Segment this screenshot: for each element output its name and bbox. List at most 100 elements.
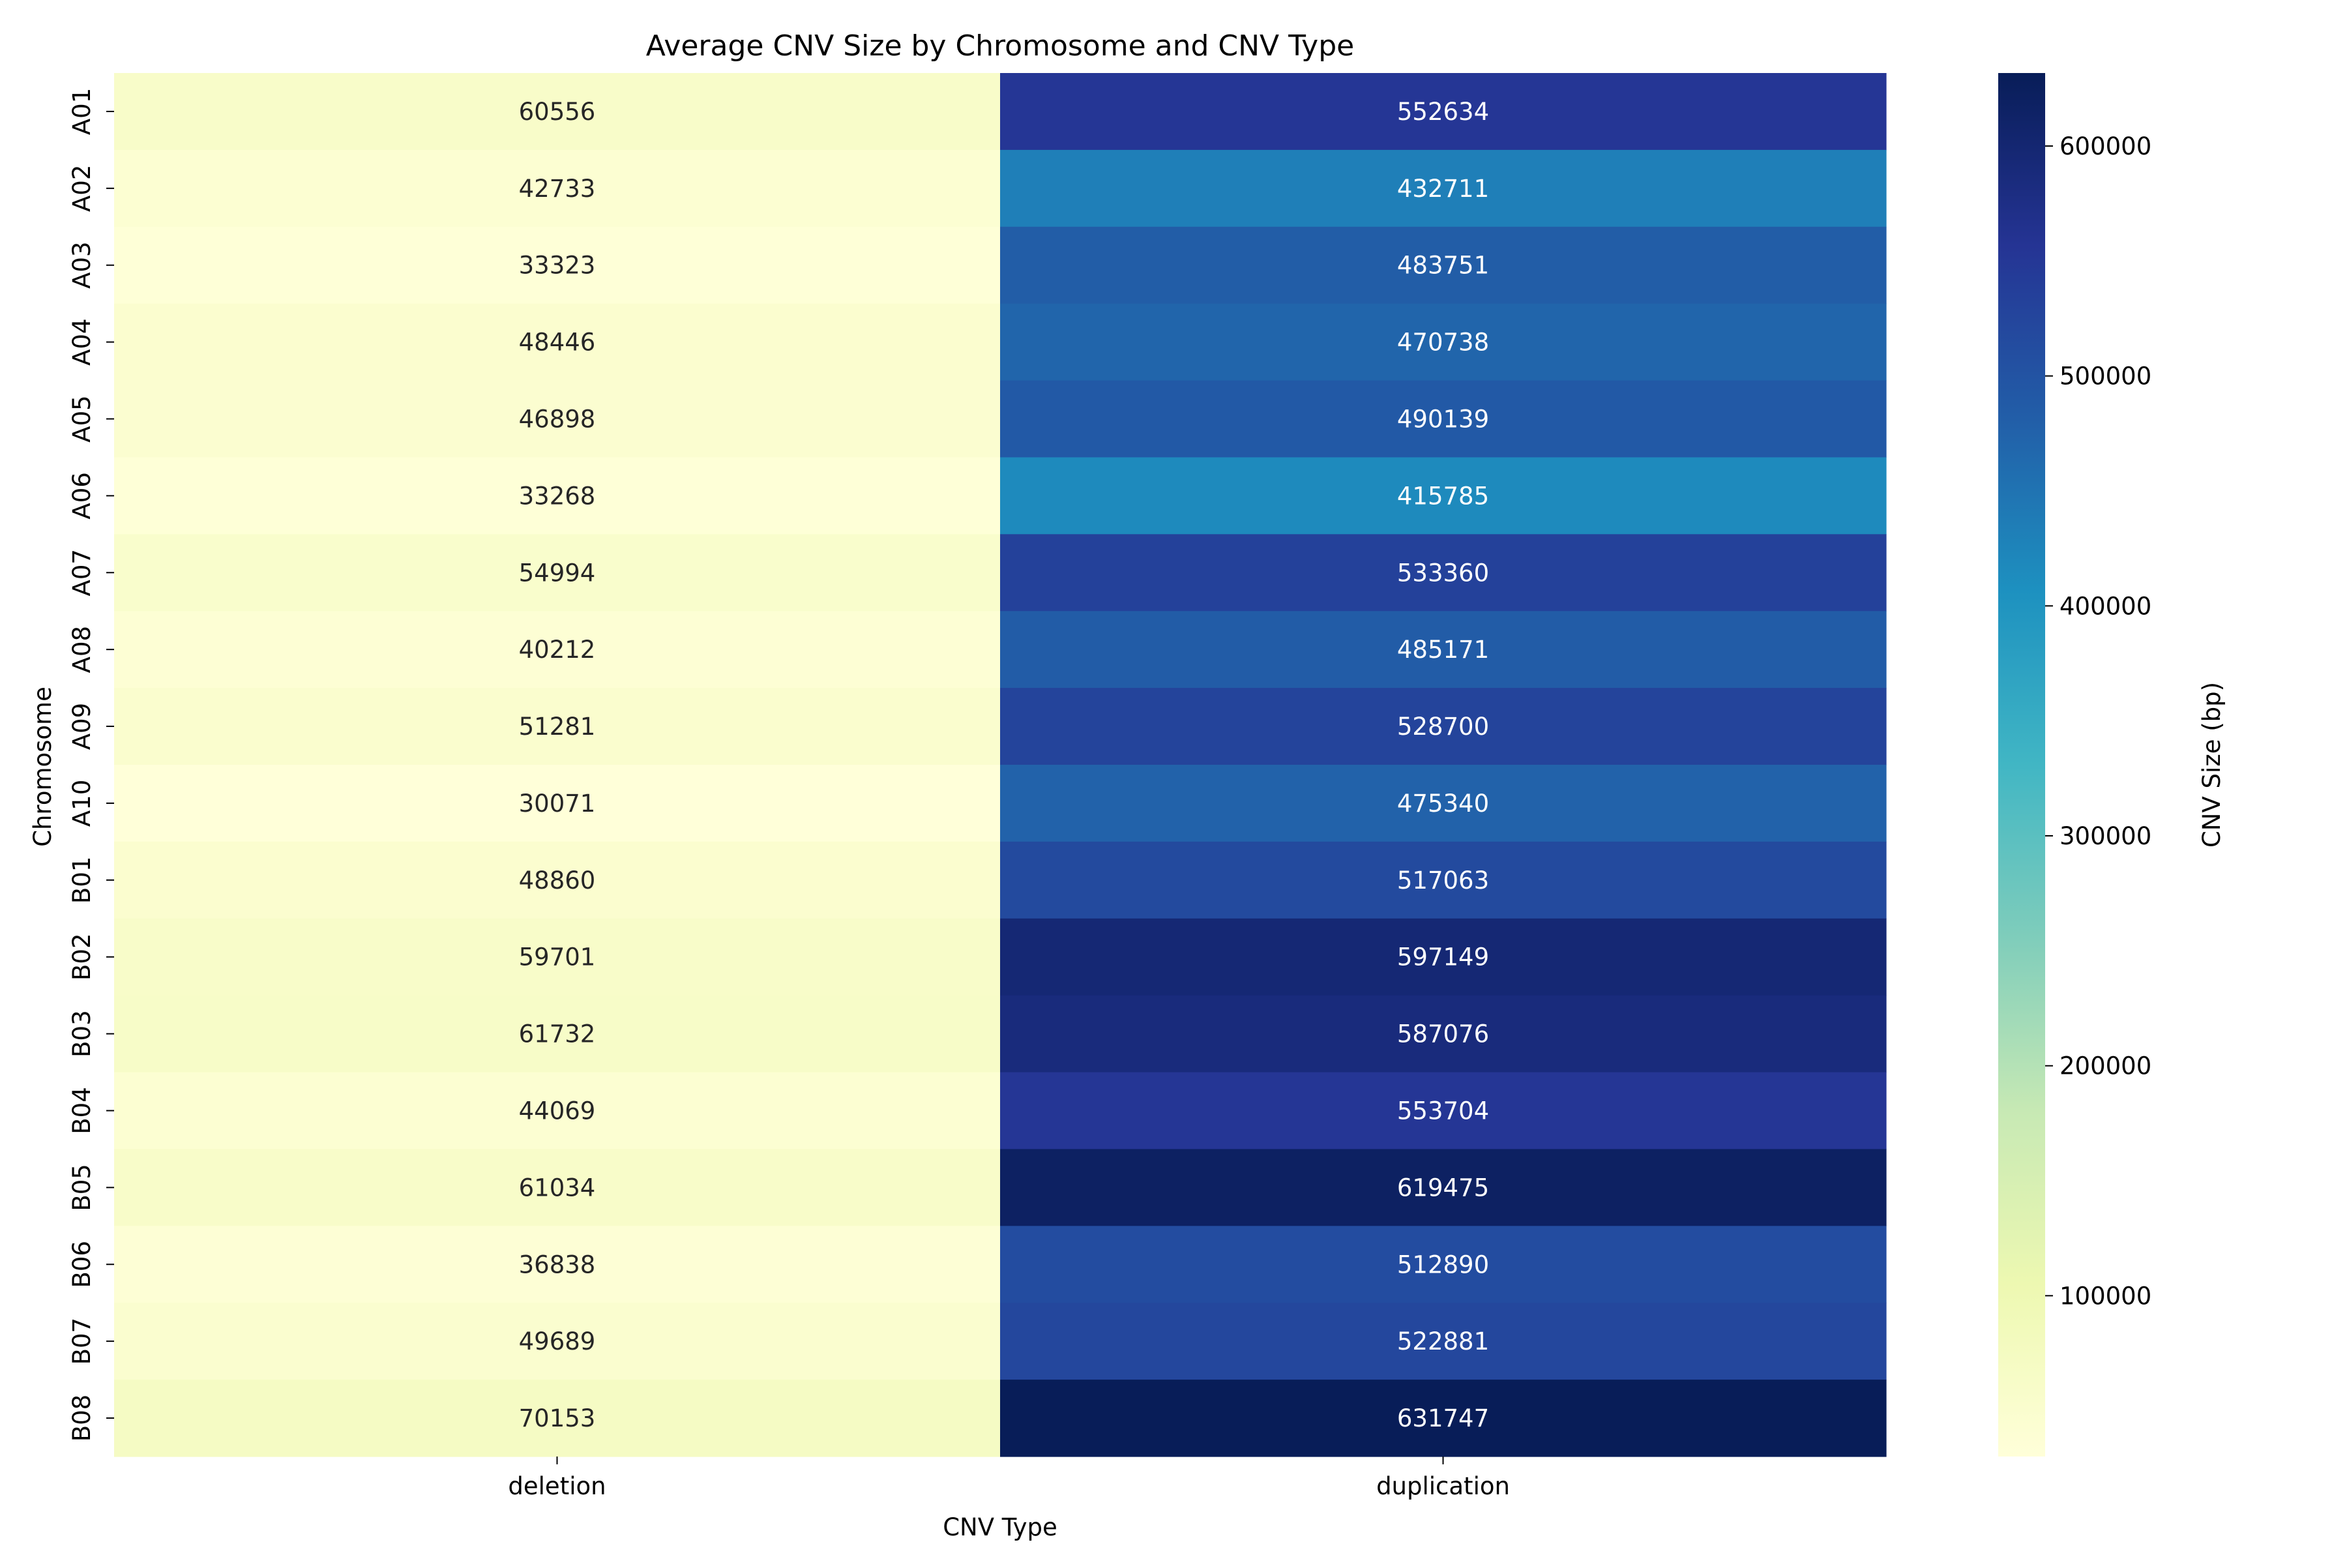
y-tick-label-b01: B01 bbox=[68, 857, 96, 904]
heatmap-cell-b05-duplication bbox=[1000, 1149, 1887, 1226]
cell-value-label-b05-deletion: 61034 bbox=[519, 1174, 596, 1202]
heatmap-cell-a01-duplication bbox=[1000, 73, 1887, 151]
colorbar-tick-label-500000: 500000 bbox=[2059, 362, 2151, 391]
cell-value-label-a07-duplication: 533360 bbox=[1397, 559, 1489, 587]
colorbar-tick-label-100000: 100000 bbox=[2059, 1282, 2151, 1310]
heatmap-cell-b01-duplication bbox=[1000, 841, 1887, 919]
y-tick-label-b04: B04 bbox=[68, 1087, 96, 1134]
heatmap-cells bbox=[114, 73, 1887, 1457]
colorbar-tick-label-300000: 300000 bbox=[2059, 822, 2151, 850]
heatmap-cell-b01-deletion bbox=[114, 841, 1001, 919]
cell-value-label-b03-duplication: 587076 bbox=[1397, 1020, 1489, 1048]
chart-title: Average CNV Size by Chromosome and CNV T… bbox=[646, 29, 1354, 63]
heatmap-cell-a07-deletion bbox=[114, 534, 1001, 612]
y-tick-label-b08: B08 bbox=[68, 1395, 96, 1442]
cell-value-label-a07-deletion: 54994 bbox=[519, 559, 596, 587]
cell-value-label-b06-duplication: 512890 bbox=[1397, 1250, 1489, 1279]
cell-value-label-b03-deletion: 61732 bbox=[519, 1020, 596, 1048]
heatmap-cell-a07-duplication bbox=[1000, 534, 1887, 612]
cell-value-label-b01-duplication: 517063 bbox=[1397, 866, 1489, 895]
heatmap-cell-a05-duplication bbox=[1000, 380, 1887, 458]
heatmap-cell-a02-deletion bbox=[114, 149, 1001, 228]
colorbar bbox=[1998, 73, 2045, 1457]
y-tick-label-a04: A04 bbox=[68, 318, 96, 365]
cell-value-label-b01-deletion: 48860 bbox=[519, 866, 596, 895]
cell-value-label-a08-deletion: 40212 bbox=[519, 636, 596, 664]
heatmap-cell-b02-duplication bbox=[1000, 918, 1887, 996]
colorbar-ticks: 100000 200000 300000 400000 500000 600000 bbox=[2045, 132, 2151, 1310]
y-tick-label-a07: A07 bbox=[68, 549, 96, 596]
heatmap-cell-a02-duplication bbox=[1000, 149, 1887, 228]
heatmap-cell-a10-deletion bbox=[114, 765, 1001, 842]
cell-value-label-a02-deletion: 42733 bbox=[519, 175, 596, 203]
cell-value-label-a09-duplication: 528700 bbox=[1397, 713, 1489, 741]
cell-value-label-a06-duplication: 415785 bbox=[1397, 482, 1489, 510]
x-axis: deletion duplication bbox=[508, 1457, 1510, 1500]
cell-value-label-b08-duplication: 631747 bbox=[1397, 1404, 1489, 1432]
heatmap-cell-b06-deletion bbox=[114, 1226, 1001, 1303]
heatmap-cell-b05-deletion bbox=[114, 1149, 1001, 1226]
heatmap-cell-b06-duplication bbox=[1000, 1226, 1887, 1303]
y-tick-label-a10: A10 bbox=[68, 780, 96, 827]
x-tick-label-deletion: deletion bbox=[508, 1472, 606, 1500]
cell-value-label-a03-duplication: 483751 bbox=[1397, 252, 1489, 280]
heatmap-cell-a05-deletion bbox=[114, 380, 1001, 458]
heatmap-cell-a09-deletion bbox=[114, 688, 1001, 765]
cell-value-label-a05-deletion: 46898 bbox=[519, 406, 596, 434]
cell-value-label-a10-deletion: 30071 bbox=[519, 790, 596, 818]
y-axis: A01 A02 A03 A04 A05 A06 A07 A08 A09 A10 B01 B02 B03 B… bbox=[68, 88, 114, 1442]
cell-value-label-b05-duplication: 619475 bbox=[1397, 1174, 1489, 1202]
heatmap-cell-a01-deletion bbox=[114, 73, 1001, 151]
y-tick-label-a08: A08 bbox=[68, 626, 96, 673]
cell-value-label-b02-duplication: 597149 bbox=[1397, 943, 1489, 971]
cell-value-label-a04-deletion: 48446 bbox=[519, 329, 596, 357]
heatmap-cell-a08-deletion bbox=[114, 611, 1001, 688]
cell-value-label-a08-duplication: 485171 bbox=[1397, 636, 1489, 664]
heatmap-cell-a09-duplication bbox=[1000, 688, 1887, 765]
colorbar-tick-label-600000: 600000 bbox=[2059, 132, 2151, 160]
cell-value-label-b07-deletion: 49689 bbox=[519, 1327, 596, 1355]
heatmap-cell-a06-duplication bbox=[1000, 457, 1887, 535]
y-tick-label-a09: A09 bbox=[68, 703, 96, 750]
cell-value-label-a01-duplication: 552634 bbox=[1397, 98, 1489, 126]
y-tick-label-b07: B07 bbox=[68, 1318, 96, 1365]
x-tick-label-duplication: duplication bbox=[1376, 1472, 1510, 1500]
heatmap-cell-a08-duplication bbox=[1000, 611, 1887, 688]
heatmap-cell-a03-deletion bbox=[114, 226, 1001, 304]
y-tick-label-a06: A06 bbox=[68, 472, 96, 519]
heatmap-cell-b07-deletion bbox=[114, 1303, 1001, 1380]
y-tick-label-a02: A02 bbox=[68, 165, 96, 212]
cell-value-label-a04-duplication: 470738 bbox=[1397, 329, 1489, 357]
y-tick-label-b03: B03 bbox=[68, 1010, 96, 1057]
cell-value-label-b02-deletion: 59701 bbox=[519, 943, 596, 971]
y-tick-label-a03: A03 bbox=[68, 242, 96, 289]
y-tick-label-a01: A01 bbox=[68, 88, 96, 135]
cell-value-label-a06-deletion: 33268 bbox=[519, 482, 596, 510]
cell-value-label-b04-deletion: 44069 bbox=[519, 1097, 596, 1125]
colorbar-label: CNV Size (bp) bbox=[2198, 682, 2226, 848]
heatmap-cell-b07-duplication bbox=[1000, 1303, 1887, 1380]
x-axis-label: CNV Type bbox=[943, 1513, 1057, 1541]
heatmap-cell-a03-duplication bbox=[1000, 226, 1887, 304]
heatmap-cell-b03-duplication bbox=[1000, 995, 1887, 1073]
heatmap-cell-a04-duplication bbox=[1000, 303, 1887, 381]
heatmap-cell-a06-deletion bbox=[114, 457, 1001, 535]
colorbar-tick-label-200000: 200000 bbox=[2059, 1052, 2151, 1080]
cell-value-label-a09-deletion: 51281 bbox=[519, 713, 596, 741]
heatmap-cell-a04-deletion bbox=[114, 303, 1001, 381]
cell-value-label-a10-duplication: 475340 bbox=[1397, 790, 1489, 818]
y-tick-label-b02: B02 bbox=[68, 933, 96, 980]
heatmap-cell-b04-duplication bbox=[1000, 1072, 1887, 1150]
heatmap-cell-b08-deletion bbox=[114, 1380, 1001, 1457]
y-axis-label: Chromosome bbox=[29, 687, 57, 847]
cell-value-label-b04-duplication: 553704 bbox=[1397, 1097, 1489, 1125]
heatmap-cell-b08-duplication bbox=[1000, 1380, 1887, 1457]
y-tick-label-b06: B06 bbox=[68, 1241, 96, 1288]
cell-value-label-a05-duplication: 490139 bbox=[1397, 406, 1489, 434]
cell-value-label-b08-deletion: 70153 bbox=[519, 1404, 596, 1432]
heatmap-cell-b04-deletion bbox=[114, 1072, 1001, 1150]
heatmap-cell-b03-deletion bbox=[114, 995, 1001, 1073]
cell-value-label-b07-duplication: 522881 bbox=[1397, 1327, 1489, 1355]
